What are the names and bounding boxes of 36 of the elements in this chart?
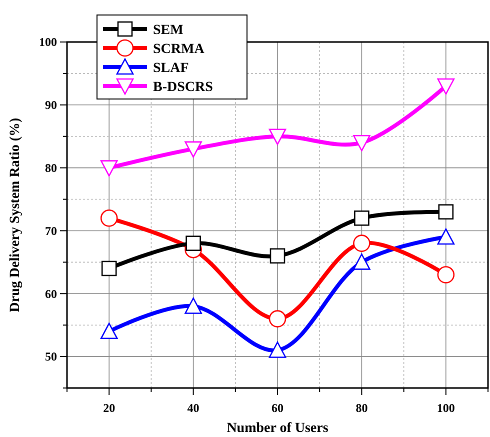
point <box>438 204 454 220</box>
legend-label: B-DSCRS <box>153 80 214 95</box>
point <box>101 260 117 276</box>
point <box>354 210 370 226</box>
point <box>100 160 118 176</box>
y-tick-label: 70 <box>45 224 57 238</box>
legend-label: SLAF <box>153 60 189 76</box>
legend-label: SEM <box>153 22 184 38</box>
point <box>353 254 370 270</box>
point <box>184 141 202 158</box>
legend-label: SCRMA <box>153 42 206 57</box>
point <box>437 228 455 245</box>
y-tick-label: 80 <box>45 161 57 176</box>
x-tick-label: 20 <box>103 401 116 415</box>
y-axis-title: Drug Delivery System Ratio (%) <box>8 117 23 312</box>
y-tick-label: 90 <box>45 98 57 112</box>
point <box>268 342 286 358</box>
point <box>437 266 455 284</box>
point <box>268 128 286 146</box>
point <box>100 322 118 340</box>
point <box>353 135 370 152</box>
point <box>268 310 286 328</box>
x-tick-label: 40 <box>187 401 200 415</box>
x-tick-label: 100 <box>436 401 455 415</box>
y-tick-label: 50 <box>45 350 57 364</box>
x-axis-title: Number of Users <box>226 421 329 436</box>
x-tick-label: 60 <box>272 401 284 415</box>
x-tick-label: 80 <box>356 401 368 415</box>
y-tick-label: 60 <box>45 286 57 301</box>
point <box>184 298 202 314</box>
point <box>100 209 118 227</box>
point <box>437 78 455 95</box>
point <box>270 248 286 264</box>
point <box>186 236 201 251</box>
point <box>353 234 370 252</box>
y-tick-label: 100 <box>39 35 57 50</box>
